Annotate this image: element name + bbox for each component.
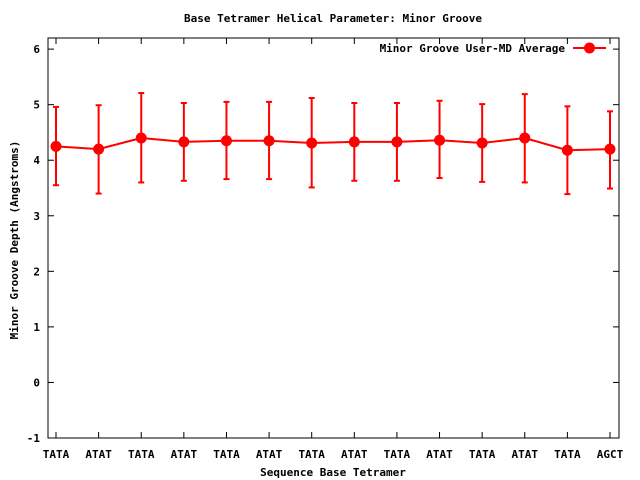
data-point-9 xyxy=(434,134,446,146)
chart-title: Base Tetramer Helical Parameter: Minor G… xyxy=(184,12,482,25)
plot-frame xyxy=(47,37,620,439)
y-axis-ticks: -1 0 1 2 3 4 5 6 xyxy=(27,43,619,445)
data-point-11 xyxy=(519,132,531,144)
y-tick-label-6: 5 xyxy=(33,99,40,112)
y-tick-label-3: 2 xyxy=(33,265,40,278)
data-point-7 xyxy=(348,136,360,148)
x-tick-label-1: ATAT xyxy=(85,448,112,461)
data-point-10 xyxy=(476,137,488,149)
x-tick-label-5: ATAT xyxy=(256,448,283,461)
x-tick-label-6: TATA xyxy=(298,448,325,461)
x-tick-label-7: ATAT xyxy=(341,448,368,461)
series-line-0 xyxy=(55,136,611,152)
data-point-3 xyxy=(178,136,190,148)
x-axis-ticks: TATA ATAT TATA ATAT TATA ATAT TATA ATAT TATA ATAT… xyxy=(43,38,624,461)
x-axis-label: Sequence Base Tetramer xyxy=(260,466,406,479)
data-point-1 xyxy=(93,143,105,155)
data-point-8 xyxy=(391,136,403,148)
legend-label: Minor Groove User-MD Average xyxy=(380,42,566,55)
data-point-0 xyxy=(50,140,62,152)
data-point-2 xyxy=(135,132,147,144)
data-point-12 xyxy=(561,144,573,156)
series-group xyxy=(50,92,616,196)
legend: Minor Groove User-MD Average xyxy=(380,42,606,55)
y-tick-label-0: -1 xyxy=(27,432,41,445)
data-point-6 xyxy=(306,137,318,149)
data-point-5 xyxy=(263,135,275,147)
y-tick-label-4: 3 xyxy=(33,210,40,223)
x-tick-label-8: TATA xyxy=(384,448,411,461)
y-tick-label-5: 4 xyxy=(33,154,40,167)
x-tick-label-3: ATAT xyxy=(171,448,198,461)
data-point-4 xyxy=(220,135,232,147)
x-tick-label-13: AGCT xyxy=(597,448,624,461)
x-tick-label-10: TATA xyxy=(469,448,496,461)
x-tick-label-12: TATA xyxy=(554,448,581,461)
y-axis-label: Minor Groove Depth (Angstroms) xyxy=(8,141,21,340)
x-tick-label-11: ATAT xyxy=(512,448,539,461)
y-tick-label-1: 0 xyxy=(33,376,40,389)
y-tick-label-2: 1 xyxy=(33,321,40,334)
x-tick-label-9: ATAT xyxy=(426,448,453,461)
x-tick-label-0: TATA xyxy=(43,448,70,461)
data-point-13 xyxy=(604,143,616,155)
x-tick-label-4: TATA xyxy=(213,448,240,461)
y-tick-label-7: 6 xyxy=(33,43,40,56)
legend-marker xyxy=(584,42,595,54)
x-tick-label-2: TATA xyxy=(128,448,155,461)
